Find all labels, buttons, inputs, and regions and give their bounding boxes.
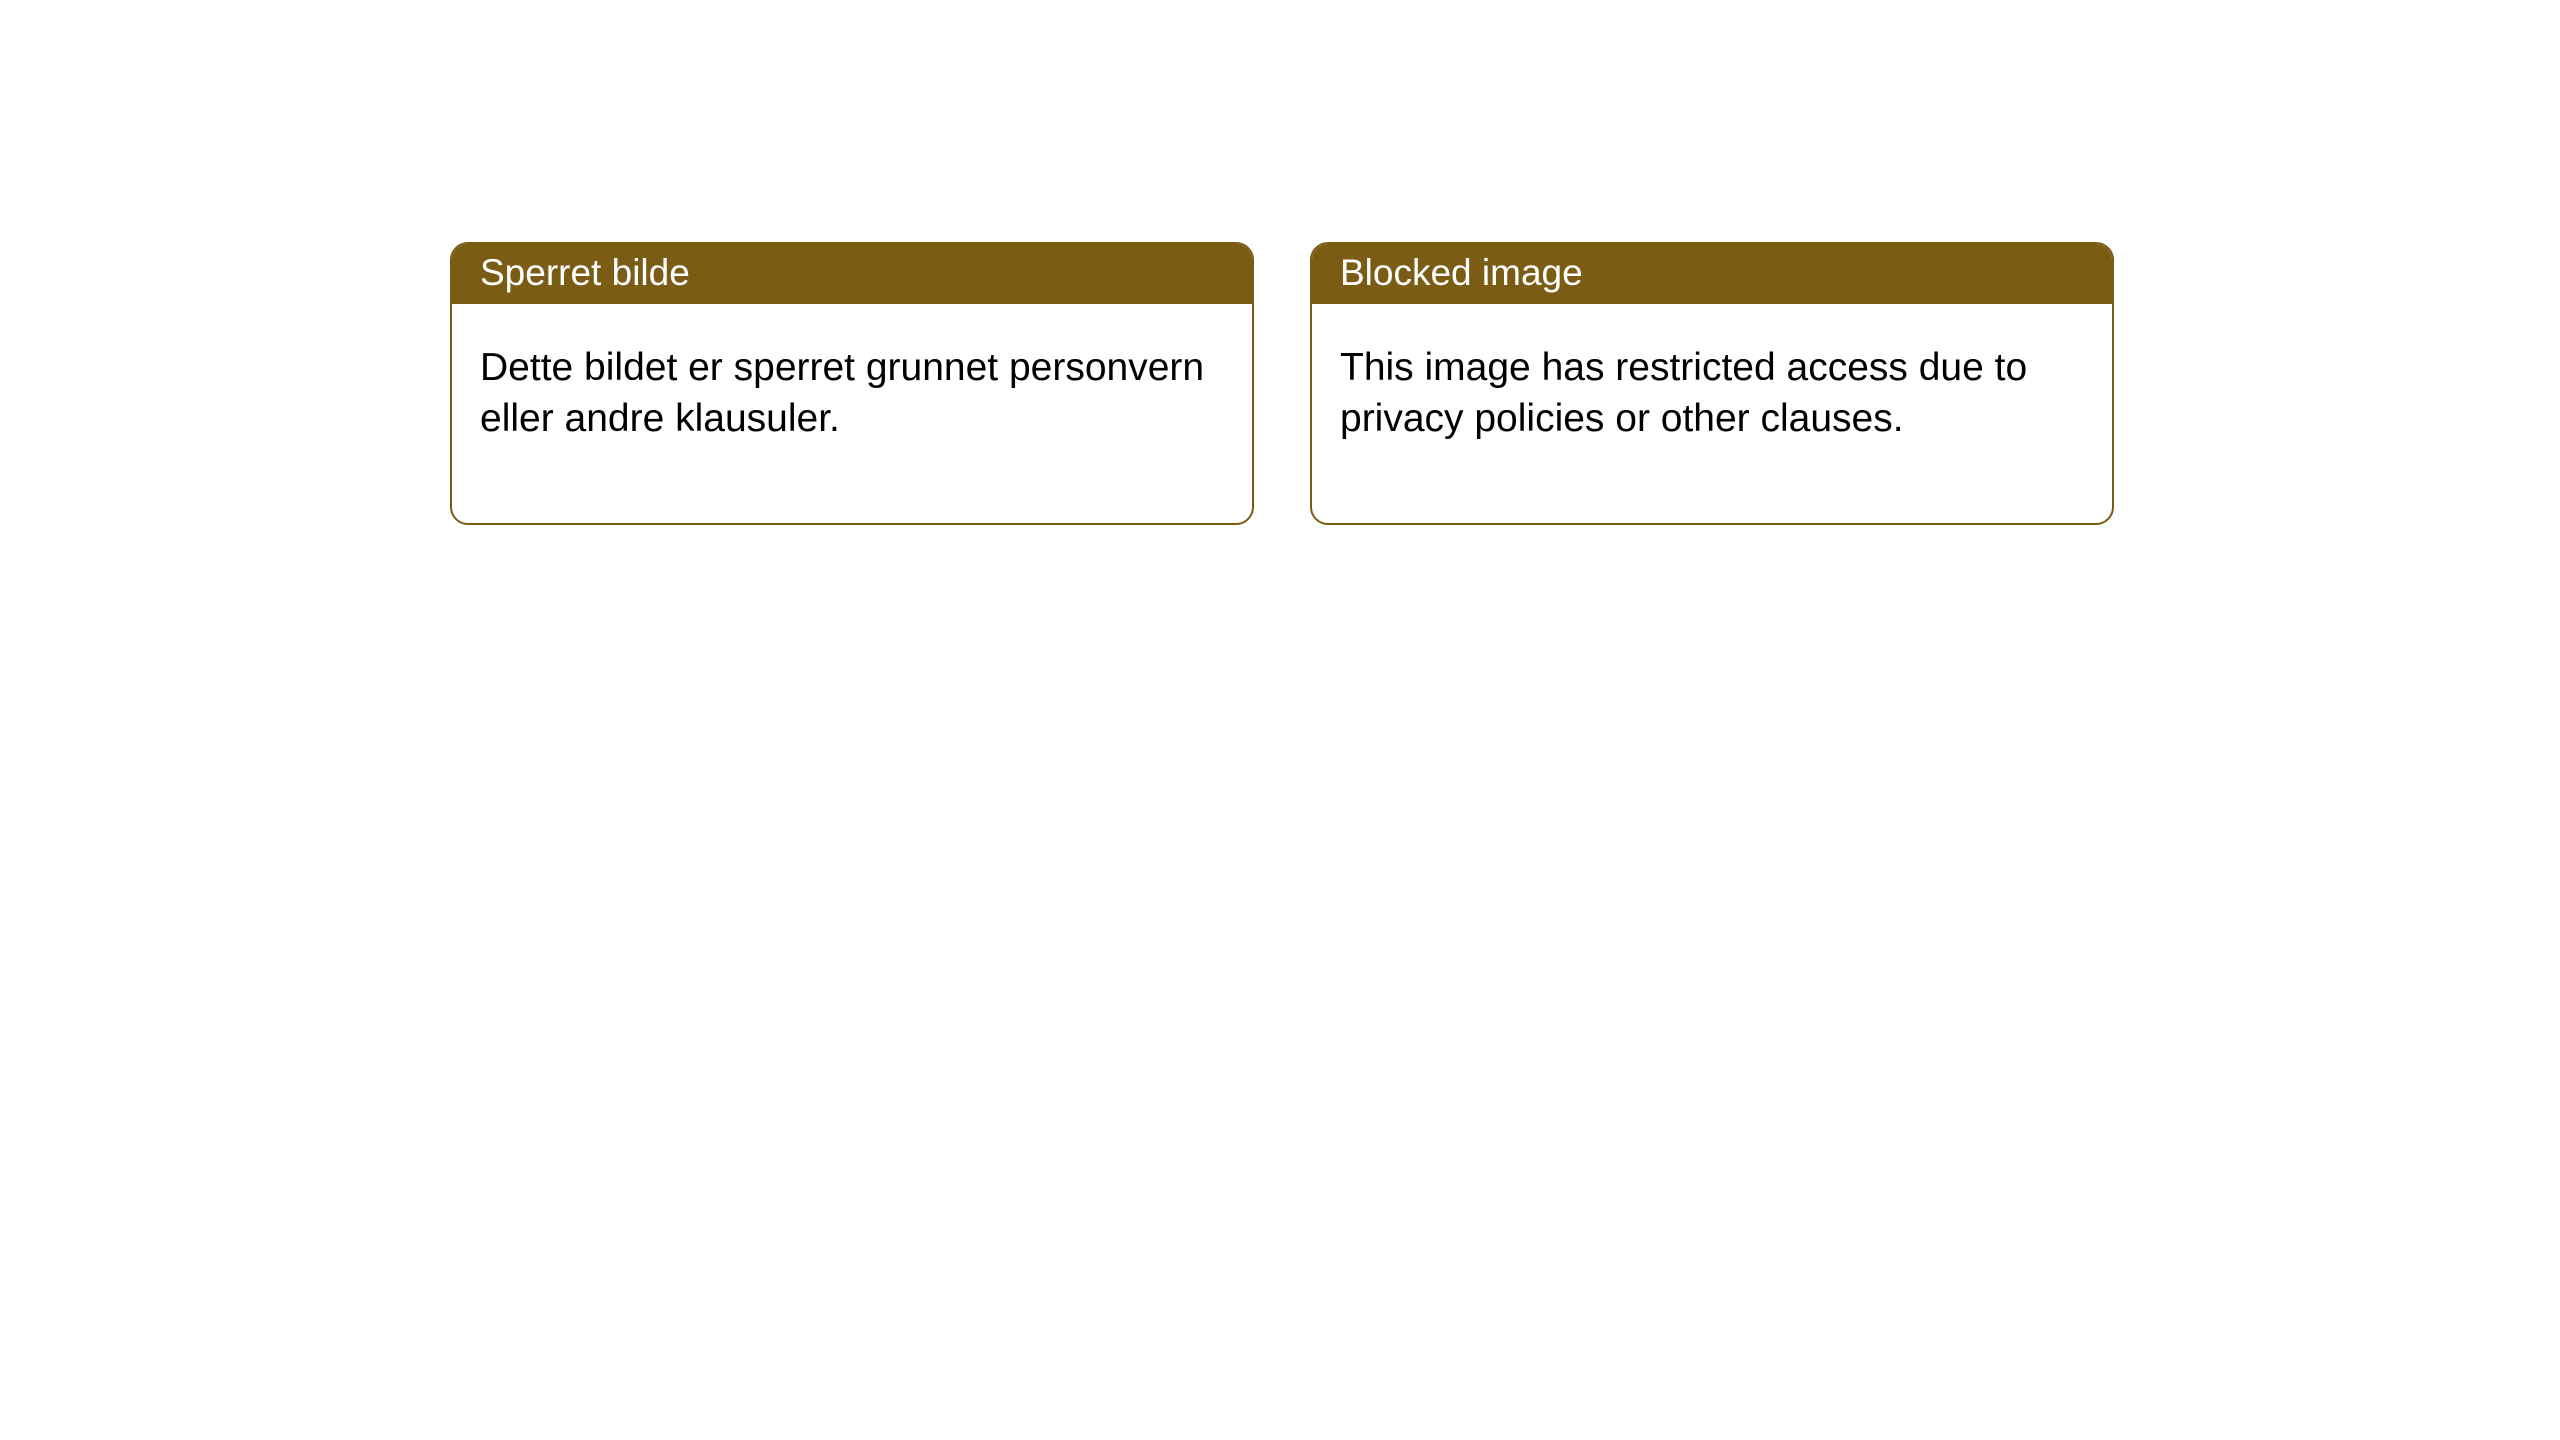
notice-title-norwegian: Sperret bilde (452, 244, 1252, 304)
notice-body-english: This image has restricted access due to … (1312, 304, 2112, 523)
notice-container: Sperret bilde Dette bildet er sperret gr… (0, 0, 2560, 525)
notice-title-english: Blocked image (1312, 244, 2112, 304)
notice-card-norwegian: Sperret bilde Dette bildet er sperret gr… (450, 242, 1254, 525)
notice-body-norwegian: Dette bildet er sperret grunnet personve… (452, 304, 1252, 523)
notice-card-english: Blocked image This image has restricted … (1310, 242, 2114, 525)
